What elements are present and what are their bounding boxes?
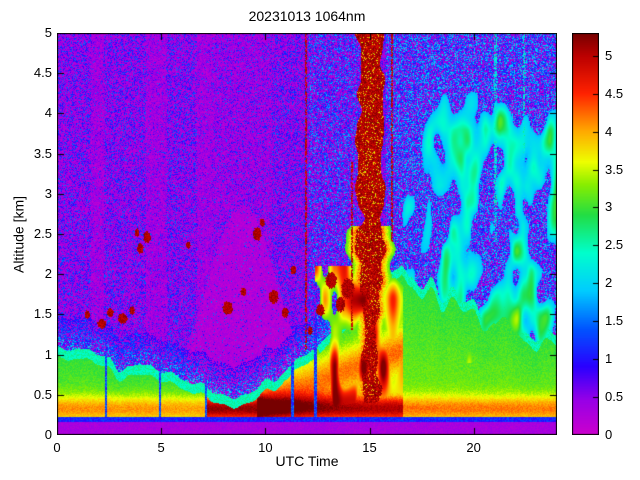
colorbar-tick-label: 5 bbox=[605, 47, 613, 63]
colorbar-tick-label: 3.5 bbox=[605, 161, 624, 177]
x-axis-label: UTC Time bbox=[275, 453, 339, 469]
y-tick-label: 5 bbox=[44, 25, 52, 40]
colorbar-tick-label: 0.5 bbox=[605, 389, 624, 405]
colorbar-tick-label: 1 bbox=[605, 351, 613, 367]
y-tick-label: 4 bbox=[44, 105, 52, 121]
y-tick-label: 2.5 bbox=[33, 226, 52, 241]
colorbar bbox=[572, 33, 599, 435]
colorbar-tick-label: 1.5 bbox=[605, 313, 624, 329]
colorbar-tick-label: 4 bbox=[605, 123, 613, 139]
x-tick-label: 0 bbox=[53, 440, 61, 455]
chart-title: 20231013 1064nm bbox=[248, 8, 366, 24]
colorbar-tick-label: 0 bbox=[605, 427, 613, 442]
heatmap-plot bbox=[57, 33, 557, 435]
y-tick-label: 0.5 bbox=[33, 386, 52, 402]
y-tick-label: 2 bbox=[44, 266, 52, 282]
x-tick-label: 20 bbox=[466, 440, 481, 455]
x-tick-label: 5 bbox=[157, 440, 165, 455]
colorbar-tick-label: 2.5 bbox=[605, 237, 624, 253]
x-tick-label: 10 bbox=[258, 440, 273, 455]
y-tick-label: 1.5 bbox=[33, 306, 52, 322]
colorbar-tick-label: 3 bbox=[605, 199, 613, 215]
y-tick-label: 0 bbox=[44, 427, 52, 442]
y-tick-label: 1 bbox=[44, 346, 52, 362]
x-tick-label: 15 bbox=[362, 440, 377, 455]
y-tick-label: 4.5 bbox=[33, 65, 52, 81]
colorbar-tick-label: 4.5 bbox=[605, 85, 624, 101]
y-tick-label: 3 bbox=[44, 185, 52, 201]
y-tick-label: 3.5 bbox=[33, 145, 52, 161]
colorbar-tick-label: 2 bbox=[605, 275, 613, 291]
